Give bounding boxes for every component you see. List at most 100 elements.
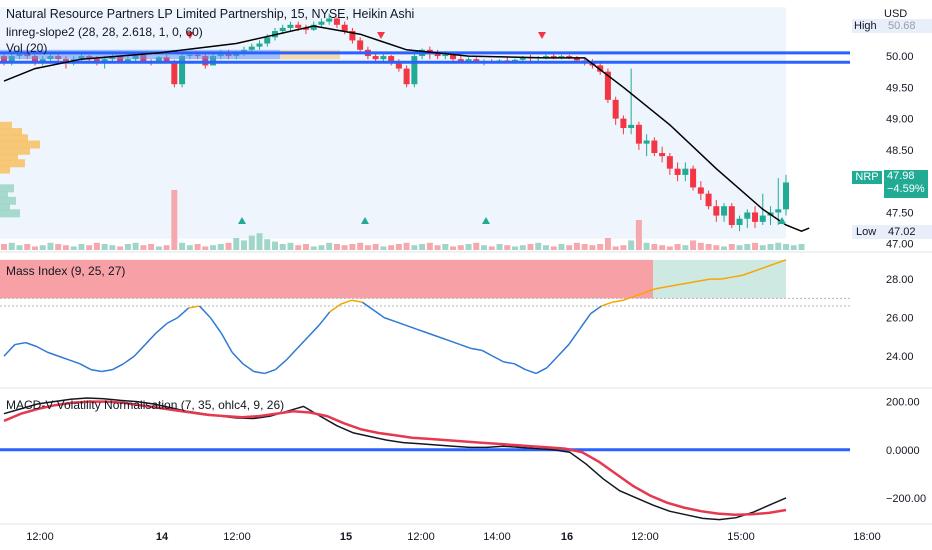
candle-body bbox=[279, 27, 286, 32]
macd-legend: MACD-V Volatility Normalisation (7, 35, … bbox=[6, 398, 285, 412]
mass-segment bbox=[557, 344, 570, 357]
mass-segment bbox=[459, 343, 472, 350]
volume-bar bbox=[736, 245, 743, 250]
mass-segment bbox=[253, 370, 265, 375]
volume-profile-bar bbox=[0, 209, 20, 218]
volume-bar bbox=[426, 242, 433, 250]
volume-bar bbox=[295, 245, 302, 250]
volume-bar bbox=[705, 244, 712, 250]
price-tick-label: 50.00 bbox=[886, 51, 914, 63]
volume-bar bbox=[109, 245, 116, 250]
volume-bar bbox=[651, 244, 658, 250]
volume-bar bbox=[713, 245, 720, 250]
signal-line bbox=[3, 400, 787, 517]
volume-bar bbox=[589, 245, 596, 250]
mass-segment bbox=[133, 344, 146, 357]
mass-segment bbox=[58, 355, 70, 361]
volume-bar bbox=[527, 244, 534, 250]
candle-body bbox=[403, 68, 410, 85]
mass-index-panel bbox=[0, 259, 850, 375]
candle-body bbox=[295, 24, 302, 28]
volume-bar bbox=[512, 246, 519, 250]
last-price-value: 47.98 bbox=[887, 170, 915, 182]
volume-bar bbox=[419, 244, 426, 250]
macd-tick-label: −200.00 bbox=[886, 493, 926, 505]
mass-segment bbox=[112, 363, 124, 371]
candle-body bbox=[542, 56, 549, 58]
candle-body bbox=[566, 56, 573, 58]
mass-segment bbox=[188, 305, 200, 309]
mass-segment bbox=[612, 299, 624, 303]
mass-segment bbox=[285, 347, 298, 361]
mass-segment bbox=[361, 301, 374, 311]
volume-bar bbox=[690, 240, 697, 250]
mass-segment bbox=[568, 328, 581, 345]
volume-bar bbox=[597, 244, 604, 250]
mass-segment bbox=[394, 320, 407, 327]
volume-bar bbox=[481, 245, 488, 250]
mass-segment bbox=[470, 347, 483, 352]
volume-bar bbox=[728, 244, 735, 250]
linreg-legend: linreg-slope2 (28, 28, 2.618, 1, 0, 60) bbox=[6, 25, 203, 39]
mass-segment bbox=[209, 317, 222, 334]
volume-bar bbox=[155, 246, 162, 250]
candle-body bbox=[380, 56, 387, 60]
mass-segment bbox=[307, 324, 320, 338]
candle-body bbox=[333, 18, 340, 25]
volume-bar bbox=[752, 242, 759, 250]
volume-bar bbox=[643, 242, 650, 250]
mass-segment bbox=[329, 303, 342, 313]
mass-segment bbox=[36, 345, 48, 353]
volume-bar bbox=[16, 245, 23, 250]
mass-segment bbox=[764, 262, 776, 269]
volume-profile-bar bbox=[0, 165, 10, 174]
low-value: 47.02 bbox=[888, 226, 916, 238]
volume-legend: Vol (20) bbox=[6, 41, 48, 55]
symbol-label: NRP bbox=[855, 171, 879, 183]
candle-body bbox=[179, 56, 186, 85]
volume-bar bbox=[721, 246, 728, 250]
volume-profile-bar bbox=[0, 203, 10, 212]
volume-bar bbox=[442, 244, 449, 250]
candle-body bbox=[612, 99, 619, 119]
volume-bar bbox=[271, 241, 278, 250]
mass-tick-label: 26.00 bbox=[886, 313, 914, 325]
volume-bar bbox=[697, 242, 704, 250]
mass-segment bbox=[688, 280, 700, 284]
volume-bar bbox=[628, 240, 635, 250]
macd-tick-label: 0.0000 bbox=[886, 445, 920, 457]
volume-bar bbox=[326, 242, 333, 250]
volume-bar bbox=[194, 244, 201, 250]
candle-body bbox=[450, 54, 457, 60]
last-price-badge: NRP bbox=[852, 171, 882, 184]
volume-bar bbox=[434, 245, 441, 250]
axes: 50.5050.0049.5049.0048.5048.0047.5047.00… bbox=[0, 20, 932, 543]
volume-bars bbox=[1, 190, 805, 250]
mass-segment bbox=[546, 355, 559, 369]
high-value: 50.68 bbox=[888, 20, 916, 32]
volume-bar bbox=[372, 244, 379, 250]
candle-body bbox=[264, 37, 271, 44]
volume-profile-bar bbox=[0, 184, 14, 193]
mass-segment bbox=[242, 363, 255, 373]
mass-segment bbox=[47, 351, 59, 357]
price-tick-label: 49.50 bbox=[886, 82, 914, 94]
volume-bar bbox=[171, 190, 178, 250]
buy-marker bbox=[482, 217, 490, 224]
mass-segment bbox=[753, 266, 765, 273]
volume-bar bbox=[666, 246, 673, 250]
candle-body bbox=[659, 153, 666, 157]
volume-bar bbox=[659, 245, 666, 250]
candle-body bbox=[690, 168, 697, 188]
ma-line bbox=[3, 25, 810, 233]
buy-marker bbox=[361, 217, 369, 224]
candle-body bbox=[705, 193, 712, 207]
mass-segment bbox=[601, 301, 613, 307]
candle-body bbox=[635, 124, 642, 144]
candle-body bbox=[666, 156, 673, 169]
mass-segment bbox=[449, 340, 461, 346]
volume-bar bbox=[55, 244, 62, 250]
volume-bar bbox=[202, 246, 209, 250]
mass-segment bbox=[351, 299, 363, 303]
mass-segment bbox=[68, 359, 81, 365]
